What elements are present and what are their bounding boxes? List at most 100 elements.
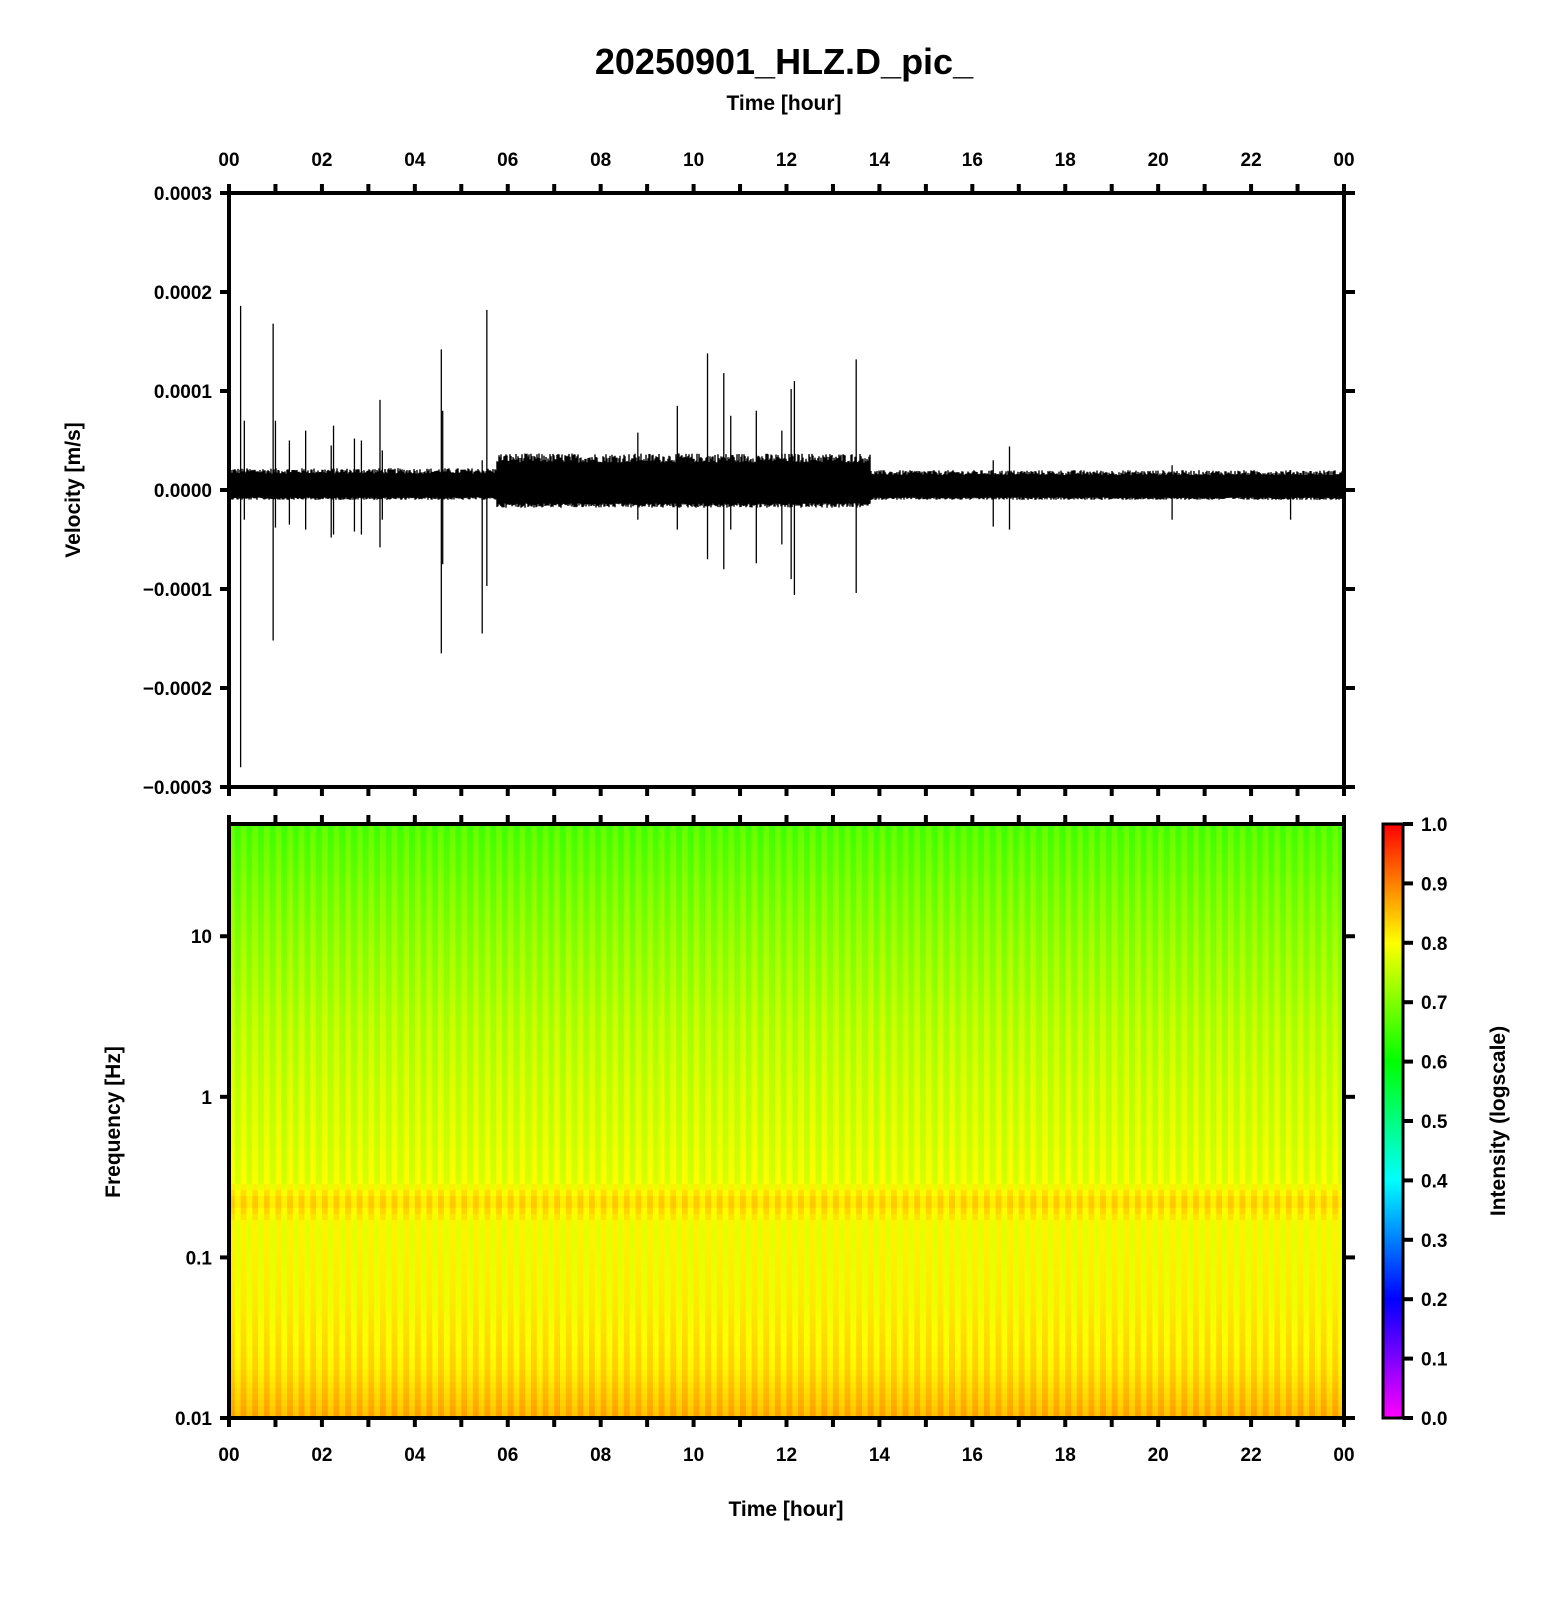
- spectrogram-cell: [496, 908, 502, 915]
- spectrogram-cell: [386, 968, 392, 975]
- spectrogram-cell: [392, 1010, 398, 1017]
- spectrogram-cell: [281, 1028, 287, 1035]
- spectrogram-cell: [490, 1184, 496, 1191]
- spectrogram-cell: [368, 1352, 374, 1359]
- spectrogram-cell: [479, 1196, 485, 1203]
- spectrogram-cell: [304, 1226, 310, 1233]
- spectrogram-cell: [322, 908, 328, 915]
- spectrogram-cell: [421, 980, 427, 987]
- spectrogram-cell: [397, 1154, 403, 1161]
- spectrogram-cell: [368, 878, 374, 885]
- spectrogram-cell: [403, 1106, 409, 1113]
- spectrogram-cell: [496, 1364, 502, 1371]
- spectrogram-cell: [496, 974, 502, 981]
- spectrogram-cell: [415, 1214, 421, 1221]
- spectrogram-cell: [339, 932, 345, 939]
- spectrogram-cell: [392, 1238, 398, 1245]
- spectrogram-cell: [461, 1184, 467, 1191]
- spectrogram-cell: [397, 1184, 403, 1191]
- spectrogram-cell: [345, 1406, 351, 1413]
- spectrogram-cell: [438, 1136, 444, 1143]
- spectrogram-cell: [508, 950, 514, 957]
- spectrogram-cell: [363, 1094, 369, 1101]
- spectrogram-cell: [415, 1220, 421, 1227]
- spectrogram-cell: [310, 944, 316, 951]
- seismogram-panel: 00020406081012141618202200 0.00030.00020…: [62, 150, 1355, 824]
- spectrogram-cell: [310, 1226, 316, 1233]
- spectrogram-cell: [426, 1406, 432, 1413]
- spectrogram-cell: [264, 1238, 270, 1245]
- spectrogram-cell: [235, 1136, 241, 1143]
- spectrogram-cell: [287, 1196, 293, 1203]
- spectrogram-cell: [380, 932, 386, 939]
- spectrogram-cell: [241, 1136, 247, 1143]
- spectrogram-cell: [450, 1040, 456, 1047]
- spectrogram-cell: [334, 1082, 340, 1089]
- spectrogram-cell: [455, 1400, 461, 1407]
- spectrogram-cell: [461, 920, 467, 927]
- spectrogram-cell: [368, 1256, 374, 1263]
- spectrogram-cell: [485, 1184, 491, 1191]
- spectrogram-cell: [281, 1058, 287, 1065]
- spectrogram-cell: [275, 1184, 281, 1191]
- spectrogram-cell: [432, 968, 438, 975]
- spectrogram-cell: [252, 944, 258, 951]
- spectrogram-cell: [368, 1094, 374, 1101]
- spectrogram-cell: [363, 1070, 369, 1077]
- spectrogram-cell: [473, 932, 479, 939]
- spectrogram-cell: [270, 1400, 276, 1407]
- spectrogram-cell: [345, 1364, 351, 1371]
- spectrogram-cell: [339, 938, 345, 945]
- spectrogram-cell: [374, 968, 380, 975]
- spectrogram-cell: [363, 1238, 369, 1245]
- spectrogram-cell: [432, 1148, 438, 1155]
- spectrogram-cell: [380, 956, 386, 963]
- spectrogram-cell: [490, 1244, 496, 1251]
- spectrogram-cell: [403, 1130, 409, 1137]
- spectrogram-cell: [264, 1052, 270, 1059]
- spectrogram-cell: [304, 860, 310, 867]
- spectrogram-cell: [490, 1226, 496, 1233]
- spectrogram-cell: [397, 860, 403, 867]
- spectrogram-cell: [299, 1022, 305, 1029]
- spectrogram-cell: [426, 1340, 432, 1347]
- spectrogram-cell: [508, 890, 514, 897]
- spectrogram-cell: [490, 1124, 496, 1131]
- spectrogram-cell: [502, 1400, 508, 1407]
- spectrogram-cell: [316, 1268, 322, 1275]
- spectrogram-cell: [403, 1346, 409, 1353]
- spectrogram-cell: [339, 1136, 345, 1143]
- spectrogram-cell: [287, 866, 293, 873]
- spectrogram-cell: [432, 1268, 438, 1275]
- spectrogram-cell: [310, 1364, 316, 1371]
- spectrogram-cell: [467, 1136, 473, 1143]
- spectrogram-cell: [473, 1394, 479, 1401]
- spectrogram-cell: [374, 1058, 380, 1065]
- spectrogram-cell: [304, 908, 310, 915]
- spectrogram-cell: [455, 1166, 461, 1173]
- spectrogram-cell: [264, 1256, 270, 1263]
- spectrogram-cell: [351, 1364, 357, 1371]
- spectrogram-cell: [339, 1106, 345, 1113]
- spectrogram-cell: [299, 1328, 305, 1335]
- spectrogram-cell: [345, 1136, 351, 1143]
- spectrogram-cell: [502, 872, 508, 879]
- spectrogram-cell: [426, 884, 432, 891]
- spectrogram-cell: [421, 1250, 427, 1257]
- spectrogram-cell: [357, 872, 363, 879]
- spectrogram-cell: [490, 1358, 496, 1365]
- spectrogram-cell: [304, 1220, 310, 1227]
- spectrogram-cell: [380, 1022, 386, 1029]
- spectrogram-cell: [345, 1202, 351, 1209]
- spectrogram-cell: [374, 1100, 380, 1107]
- spectrogram-cell: [281, 1112, 287, 1119]
- spectrogram-cell: [258, 1028, 264, 1035]
- spectrogram-cell: [334, 1112, 340, 1119]
- spectrogram-cell: [270, 1322, 276, 1329]
- spectrogram-cell: [421, 1058, 427, 1065]
- spectrogram-cell: [235, 1352, 241, 1359]
- spectrogram-cell: [432, 1214, 438, 1221]
- spectrogram-cell: [252, 1310, 258, 1317]
- spectrogram-cell: [310, 866, 316, 873]
- spectrogram-cell: [293, 896, 299, 903]
